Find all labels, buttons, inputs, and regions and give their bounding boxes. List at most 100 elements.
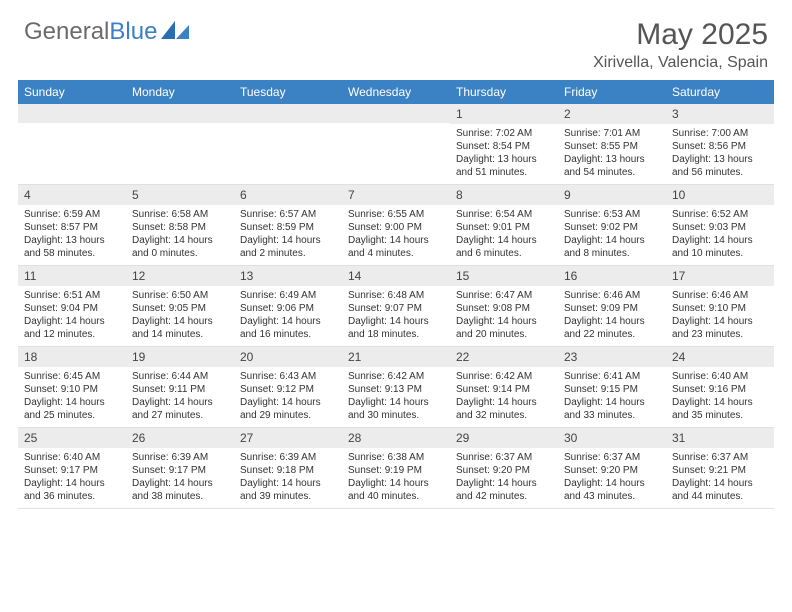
sunrise-text: Sunrise: 6:41 AM bbox=[564, 370, 660, 383]
date-number: 20 bbox=[234, 347, 342, 367]
day-details: Sunrise: 6:40 AMSunset: 9:16 PMDaylight:… bbox=[666, 367, 774, 427]
date-number: 24 bbox=[666, 347, 774, 367]
sunset-text: Sunset: 9:20 PM bbox=[564, 464, 660, 477]
day-cell: 30Sunrise: 6:37 AMSunset: 9:20 PMDayligh… bbox=[558, 428, 666, 508]
daylight2-text: and 51 minutes. bbox=[456, 166, 552, 179]
sunset-text: Sunset: 9:01 PM bbox=[456, 221, 552, 234]
sunset-text: Sunset: 9:08 PM bbox=[456, 302, 552, 315]
brand-logo: GeneralBlue bbox=[24, 18, 189, 46]
sunrise-text: Sunrise: 6:38 AM bbox=[348, 451, 444, 464]
weekday-header: Thursday bbox=[450, 80, 558, 104]
day-details: Sunrise: 6:41 AMSunset: 9:15 PMDaylight:… bbox=[558, 367, 666, 427]
daylight1-text: Daylight: 14 hours bbox=[348, 234, 444, 247]
date-number bbox=[18, 104, 126, 123]
day-cell: 15Sunrise: 6:47 AMSunset: 9:08 PMDayligh… bbox=[450, 266, 558, 346]
sunset-text: Sunset: 8:54 PM bbox=[456, 140, 552, 153]
daylight2-text: and 42 minutes. bbox=[456, 490, 552, 503]
sunrise-text: Sunrise: 7:02 AM bbox=[456, 127, 552, 140]
day-details: Sunrise: 6:51 AMSunset: 9:04 PMDaylight:… bbox=[18, 286, 126, 346]
daylight2-text: and 14 minutes. bbox=[132, 328, 228, 341]
brand-name-2: Blue bbox=[109, 18, 157, 46]
daylight2-text: and 12 minutes. bbox=[24, 328, 120, 341]
sunrise-text: Sunrise: 7:01 AM bbox=[564, 127, 660, 140]
sunrise-text: Sunrise: 6:42 AM bbox=[348, 370, 444, 383]
date-number: 17 bbox=[666, 266, 774, 286]
day-details: Sunrise: 6:58 AMSunset: 8:58 PMDaylight:… bbox=[126, 205, 234, 265]
day-details: Sunrise: 6:44 AMSunset: 9:11 PMDaylight:… bbox=[126, 367, 234, 427]
daylight1-text: Daylight: 14 hours bbox=[564, 234, 660, 247]
sunrise-text: Sunrise: 6:44 AM bbox=[132, 370, 228, 383]
daylight2-text: and 4 minutes. bbox=[348, 247, 444, 260]
day-details: Sunrise: 6:46 AMSunset: 9:10 PMDaylight:… bbox=[666, 286, 774, 346]
date-number bbox=[234, 104, 342, 123]
date-number: 19 bbox=[126, 347, 234, 367]
daylight2-text: and 29 minutes. bbox=[240, 409, 336, 422]
week-row: 11Sunrise: 6:51 AMSunset: 9:04 PMDayligh… bbox=[18, 266, 774, 347]
daylight2-text: and 58 minutes. bbox=[24, 247, 120, 260]
day-details bbox=[342, 123, 450, 181]
day-cell: 24Sunrise: 6:40 AMSunset: 9:16 PMDayligh… bbox=[666, 347, 774, 427]
daylight1-text: Daylight: 13 hours bbox=[24, 234, 120, 247]
day-cell: 12Sunrise: 6:50 AMSunset: 9:05 PMDayligh… bbox=[126, 266, 234, 346]
daylight2-text: and 39 minutes. bbox=[240, 490, 336, 503]
date-number: 26 bbox=[126, 428, 234, 448]
day-cell: 2Sunrise: 7:01 AMSunset: 8:55 PMDaylight… bbox=[558, 104, 666, 184]
calendar: Sunday Monday Tuesday Wednesday Thursday… bbox=[0, 80, 792, 509]
day-cell bbox=[126, 104, 234, 184]
sail-icon bbox=[161, 18, 189, 46]
day-cell: 4Sunrise: 6:59 AMSunset: 8:57 PMDaylight… bbox=[18, 185, 126, 265]
daylight1-text: Daylight: 14 hours bbox=[672, 234, 768, 247]
daylight2-text: and 33 minutes. bbox=[564, 409, 660, 422]
weekday-header-row: Sunday Monday Tuesday Wednesday Thursday… bbox=[18, 80, 774, 104]
day-cell: 11Sunrise: 6:51 AMSunset: 9:04 PMDayligh… bbox=[18, 266, 126, 346]
day-details: Sunrise: 6:43 AMSunset: 9:12 PMDaylight:… bbox=[234, 367, 342, 427]
sunset-text: Sunset: 9:10 PM bbox=[24, 383, 120, 396]
sunset-text: Sunset: 9:19 PM bbox=[348, 464, 444, 477]
date-number: 3 bbox=[666, 104, 774, 124]
date-number: 14 bbox=[342, 266, 450, 286]
sunset-text: Sunset: 8:55 PM bbox=[564, 140, 660, 153]
sunrise-text: Sunrise: 6:51 AM bbox=[24, 289, 120, 302]
title-block: May 2025 Xirivella, Valencia, Spain bbox=[593, 18, 768, 72]
day-details: Sunrise: 7:02 AMSunset: 8:54 PMDaylight:… bbox=[450, 124, 558, 184]
daylight1-text: Daylight: 14 hours bbox=[132, 477, 228, 490]
sunset-text: Sunset: 9:18 PM bbox=[240, 464, 336, 477]
sunrise-text: Sunrise: 6:37 AM bbox=[456, 451, 552, 464]
sunrise-text: Sunrise: 6:43 AM bbox=[240, 370, 336, 383]
day-cell: 21Sunrise: 6:42 AMSunset: 9:13 PMDayligh… bbox=[342, 347, 450, 427]
daylight1-text: Daylight: 14 hours bbox=[132, 234, 228, 247]
weekday-header: Monday bbox=[126, 80, 234, 104]
sunset-text: Sunset: 9:14 PM bbox=[456, 383, 552, 396]
day-details: Sunrise: 6:54 AMSunset: 9:01 PMDaylight:… bbox=[450, 205, 558, 265]
daylight2-text: and 2 minutes. bbox=[240, 247, 336, 260]
week-row: 18Sunrise: 6:45 AMSunset: 9:10 PMDayligh… bbox=[18, 347, 774, 428]
day-details: Sunrise: 6:42 AMSunset: 9:13 PMDaylight:… bbox=[342, 367, 450, 427]
sunset-text: Sunset: 9:20 PM bbox=[456, 464, 552, 477]
date-number: 29 bbox=[450, 428, 558, 448]
day-details: Sunrise: 6:37 AMSunset: 9:20 PMDaylight:… bbox=[450, 448, 558, 508]
date-number: 25 bbox=[18, 428, 126, 448]
sunset-text: Sunset: 9:11 PM bbox=[132, 383, 228, 396]
daylight1-text: Daylight: 14 hours bbox=[672, 477, 768, 490]
weekday-header: Saturday bbox=[666, 80, 774, 104]
daylight1-text: Daylight: 14 hours bbox=[24, 315, 120, 328]
sunset-text: Sunset: 9:06 PM bbox=[240, 302, 336, 315]
sunrise-text: Sunrise: 6:50 AM bbox=[132, 289, 228, 302]
day-cell: 22Sunrise: 6:42 AMSunset: 9:14 PMDayligh… bbox=[450, 347, 558, 427]
daylight2-text: and 43 minutes. bbox=[564, 490, 660, 503]
sunrise-text: Sunrise: 6:54 AM bbox=[456, 208, 552, 221]
daylight2-text: and 30 minutes. bbox=[348, 409, 444, 422]
day-cell: 9Sunrise: 6:53 AMSunset: 9:02 PMDaylight… bbox=[558, 185, 666, 265]
daylight2-text: and 22 minutes. bbox=[564, 328, 660, 341]
weekday-header: Wednesday bbox=[342, 80, 450, 104]
day-cell: 1Sunrise: 7:02 AMSunset: 8:54 PMDaylight… bbox=[450, 104, 558, 184]
sunrise-text: Sunrise: 7:00 AM bbox=[672, 127, 768, 140]
date-number: 2 bbox=[558, 104, 666, 124]
sunrise-text: Sunrise: 6:37 AM bbox=[672, 451, 768, 464]
header: GeneralBlue May 2025 Xirivella, Valencia… bbox=[0, 0, 792, 80]
day-cell bbox=[18, 104, 126, 184]
day-details: Sunrise: 6:52 AMSunset: 9:03 PMDaylight:… bbox=[666, 205, 774, 265]
sunrise-text: Sunrise: 6:55 AM bbox=[348, 208, 444, 221]
daylight1-text: Daylight: 14 hours bbox=[456, 396, 552, 409]
date-number: 6 bbox=[234, 185, 342, 205]
